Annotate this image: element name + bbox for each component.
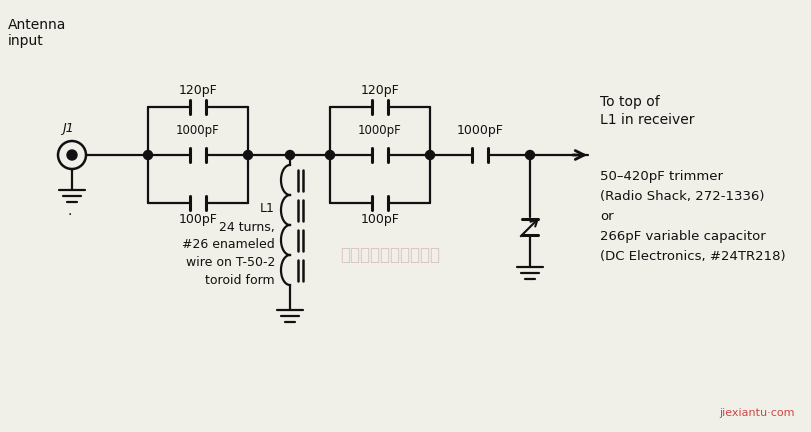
Text: L1
24 turns,
#26 enameled
wire on T-50-2
toroid form: L1 24 turns, #26 enameled wire on T-50-2… [182, 203, 275, 288]
Circle shape [67, 150, 77, 160]
Circle shape [243, 150, 252, 159]
Text: jiexiantu·com: jiexiantu·com [719, 408, 794, 418]
Text: Antenna
input: Antenna input [8, 18, 67, 48]
Circle shape [144, 150, 152, 159]
Text: J1: J1 [62, 122, 74, 135]
Text: 120pF: 120pF [178, 84, 217, 97]
Circle shape [525, 150, 534, 159]
Circle shape [325, 150, 334, 159]
Text: 1000pF: 1000pF [456, 124, 503, 137]
Circle shape [425, 150, 434, 159]
Text: 100pF: 100pF [360, 213, 399, 226]
Text: To top of
L1 in receiver: To top of L1 in receiver [599, 95, 693, 127]
Text: 1000pF: 1000pF [358, 124, 401, 137]
Text: 100pF: 100pF [178, 213, 217, 226]
Text: 50–420pF trimmer
(Radio Shack, 272-1336)
or
266pF variable capacitor
(DC Electro: 50–420pF trimmer (Radio Shack, 272-1336)… [599, 170, 785, 263]
Text: 1000pF: 1000pF [176, 124, 220, 137]
Circle shape [285, 150, 294, 159]
Text: .: . [68, 204, 72, 218]
Text: 120pF: 120pF [360, 84, 399, 97]
Text: 杭州将睷科技有限公司: 杭州将睷科技有限公司 [340, 246, 440, 264]
